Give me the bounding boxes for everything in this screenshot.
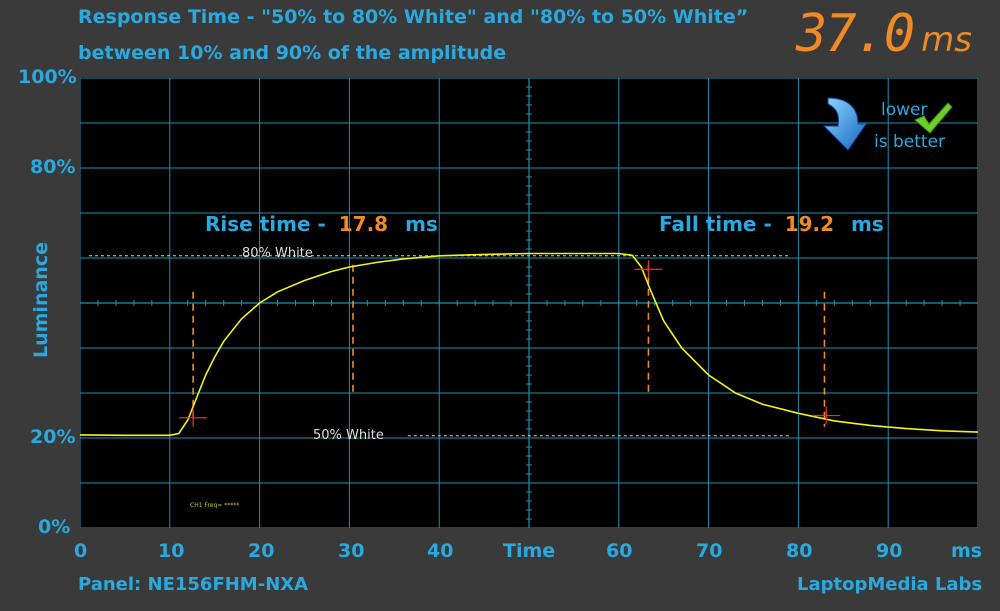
panel-model: Panel: NE156FHM-NXA (78, 574, 309, 595)
total-response-time: 37.0 ms (796, 4, 972, 64)
fall-time-value: 19.2 (784, 212, 835, 236)
y-tick-80: 80% (30, 156, 76, 178)
y-tick-0: 0% (38, 516, 71, 538)
y-axis-title: Luminance (30, 242, 52, 358)
rise-time-annotation: Rise time - 17.8 ms (205, 212, 438, 236)
x-tick-80: 80 (786, 540, 813, 562)
fall-time-label: Fall time - (659, 212, 772, 236)
rise-time-value: 17.8 (338, 212, 389, 236)
y-tick-100: 100% (18, 66, 77, 88)
badge-line1: lower (881, 100, 928, 120)
total-unit: ms (921, 20, 972, 60)
ref-label-low: 50% White (313, 428, 384, 443)
checkmark-icon (914, 102, 953, 134)
x-tick-10: 10 (158, 540, 185, 562)
crosshair-markers (179, 260, 841, 427)
brand-label: LaptopMedia Labs (797, 574, 983, 595)
grid-lines (80, 78, 978, 528)
x-tick-0: 0 (74, 540, 88, 562)
chart-title-line2: between 10% and 90% of the amplitude (78, 42, 507, 64)
ref-label-high: 80% White (242, 246, 313, 261)
rise-time-unit: ms (405, 212, 438, 236)
y-tick-20: 20% (30, 426, 76, 448)
total-value: 37.0 (795, 4, 915, 64)
chart-title-line1: Response Time - "50% to 80% White" and "… (78, 6, 749, 28)
luminance-trace (80, 252, 978, 437)
x-axis-unit: ms (951, 540, 983, 562)
fall-time-unit: ms (851, 212, 884, 236)
fall-time-annotation: Fall time - 19.2 ms (659, 212, 884, 236)
response-time-plot: CH1 Freq= ***** (80, 78, 978, 528)
x-tick-90: 90 (876, 540, 903, 562)
rise-time-label: Rise time - (205, 212, 326, 236)
badge-line2: is better (874, 132, 946, 152)
x-tick-40: 40 (427, 540, 454, 562)
x-tick-70: 70 (696, 540, 723, 562)
x-tick-60: 60 (606, 540, 633, 562)
x-tick-30: 30 (338, 540, 365, 562)
x-tick-20: 20 (248, 540, 275, 562)
channel-note: CH1 Freq= ***** (190, 502, 239, 509)
down-arrow-icon (822, 97, 867, 151)
x-axis-title: Time (503, 540, 556, 562)
measurement-markers (192, 264, 826, 427)
